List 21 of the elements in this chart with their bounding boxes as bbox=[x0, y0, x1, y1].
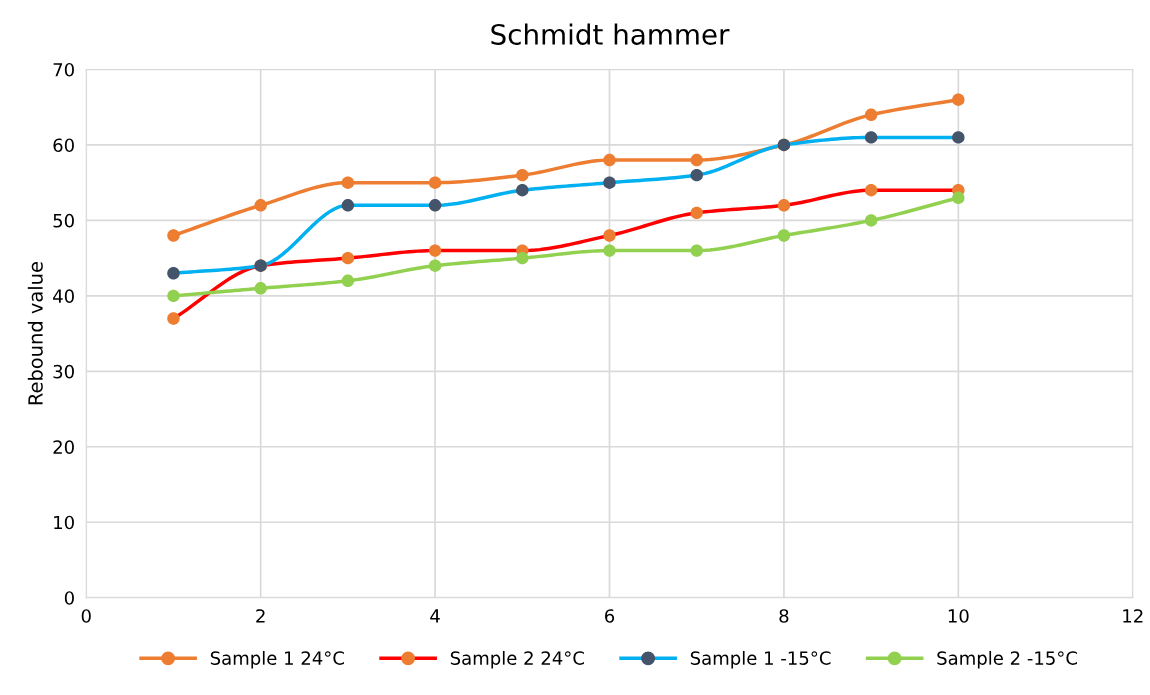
x-tick-label: 0 bbox=[81, 609, 91, 623]
legend-label: Sample 1 -15°C bbox=[690, 650, 831, 669]
x-tick-label: 10 bbox=[948, 609, 969, 623]
x-tick-label: 2 bbox=[256, 609, 265, 623]
x-tick-label: 4 bbox=[430, 609, 440, 623]
y-tick-label: 50 bbox=[53, 213, 74, 228]
y-tick-label: 40 bbox=[53, 289, 74, 303]
y-axis-title: Rebound value bbox=[27, 262, 43, 405]
x-tick-label: 6 bbox=[605, 609, 615, 623]
y-tick-label: 60 bbox=[53, 138, 74, 153]
legend-label: Sample 1 24°C bbox=[210, 650, 344, 669]
y-tick-label: 20 bbox=[53, 440, 74, 454]
legend-label: Sample 2 -15°C bbox=[937, 650, 1077, 669]
legend-label: Sample 2 24°C bbox=[450, 650, 584, 669]
y-tick-label: 70 bbox=[53, 62, 74, 77]
y-tick-label: 10 bbox=[54, 515, 74, 530]
x-tick-label: 8 bbox=[779, 609, 789, 623]
chart-title: Schmidt hammer bbox=[491, 23, 730, 45]
y-tick-label: 30 bbox=[53, 364, 74, 379]
y-tick-label: 0 bbox=[64, 591, 74, 605]
x-tick-label: 12 bbox=[1123, 609, 1143, 623]
